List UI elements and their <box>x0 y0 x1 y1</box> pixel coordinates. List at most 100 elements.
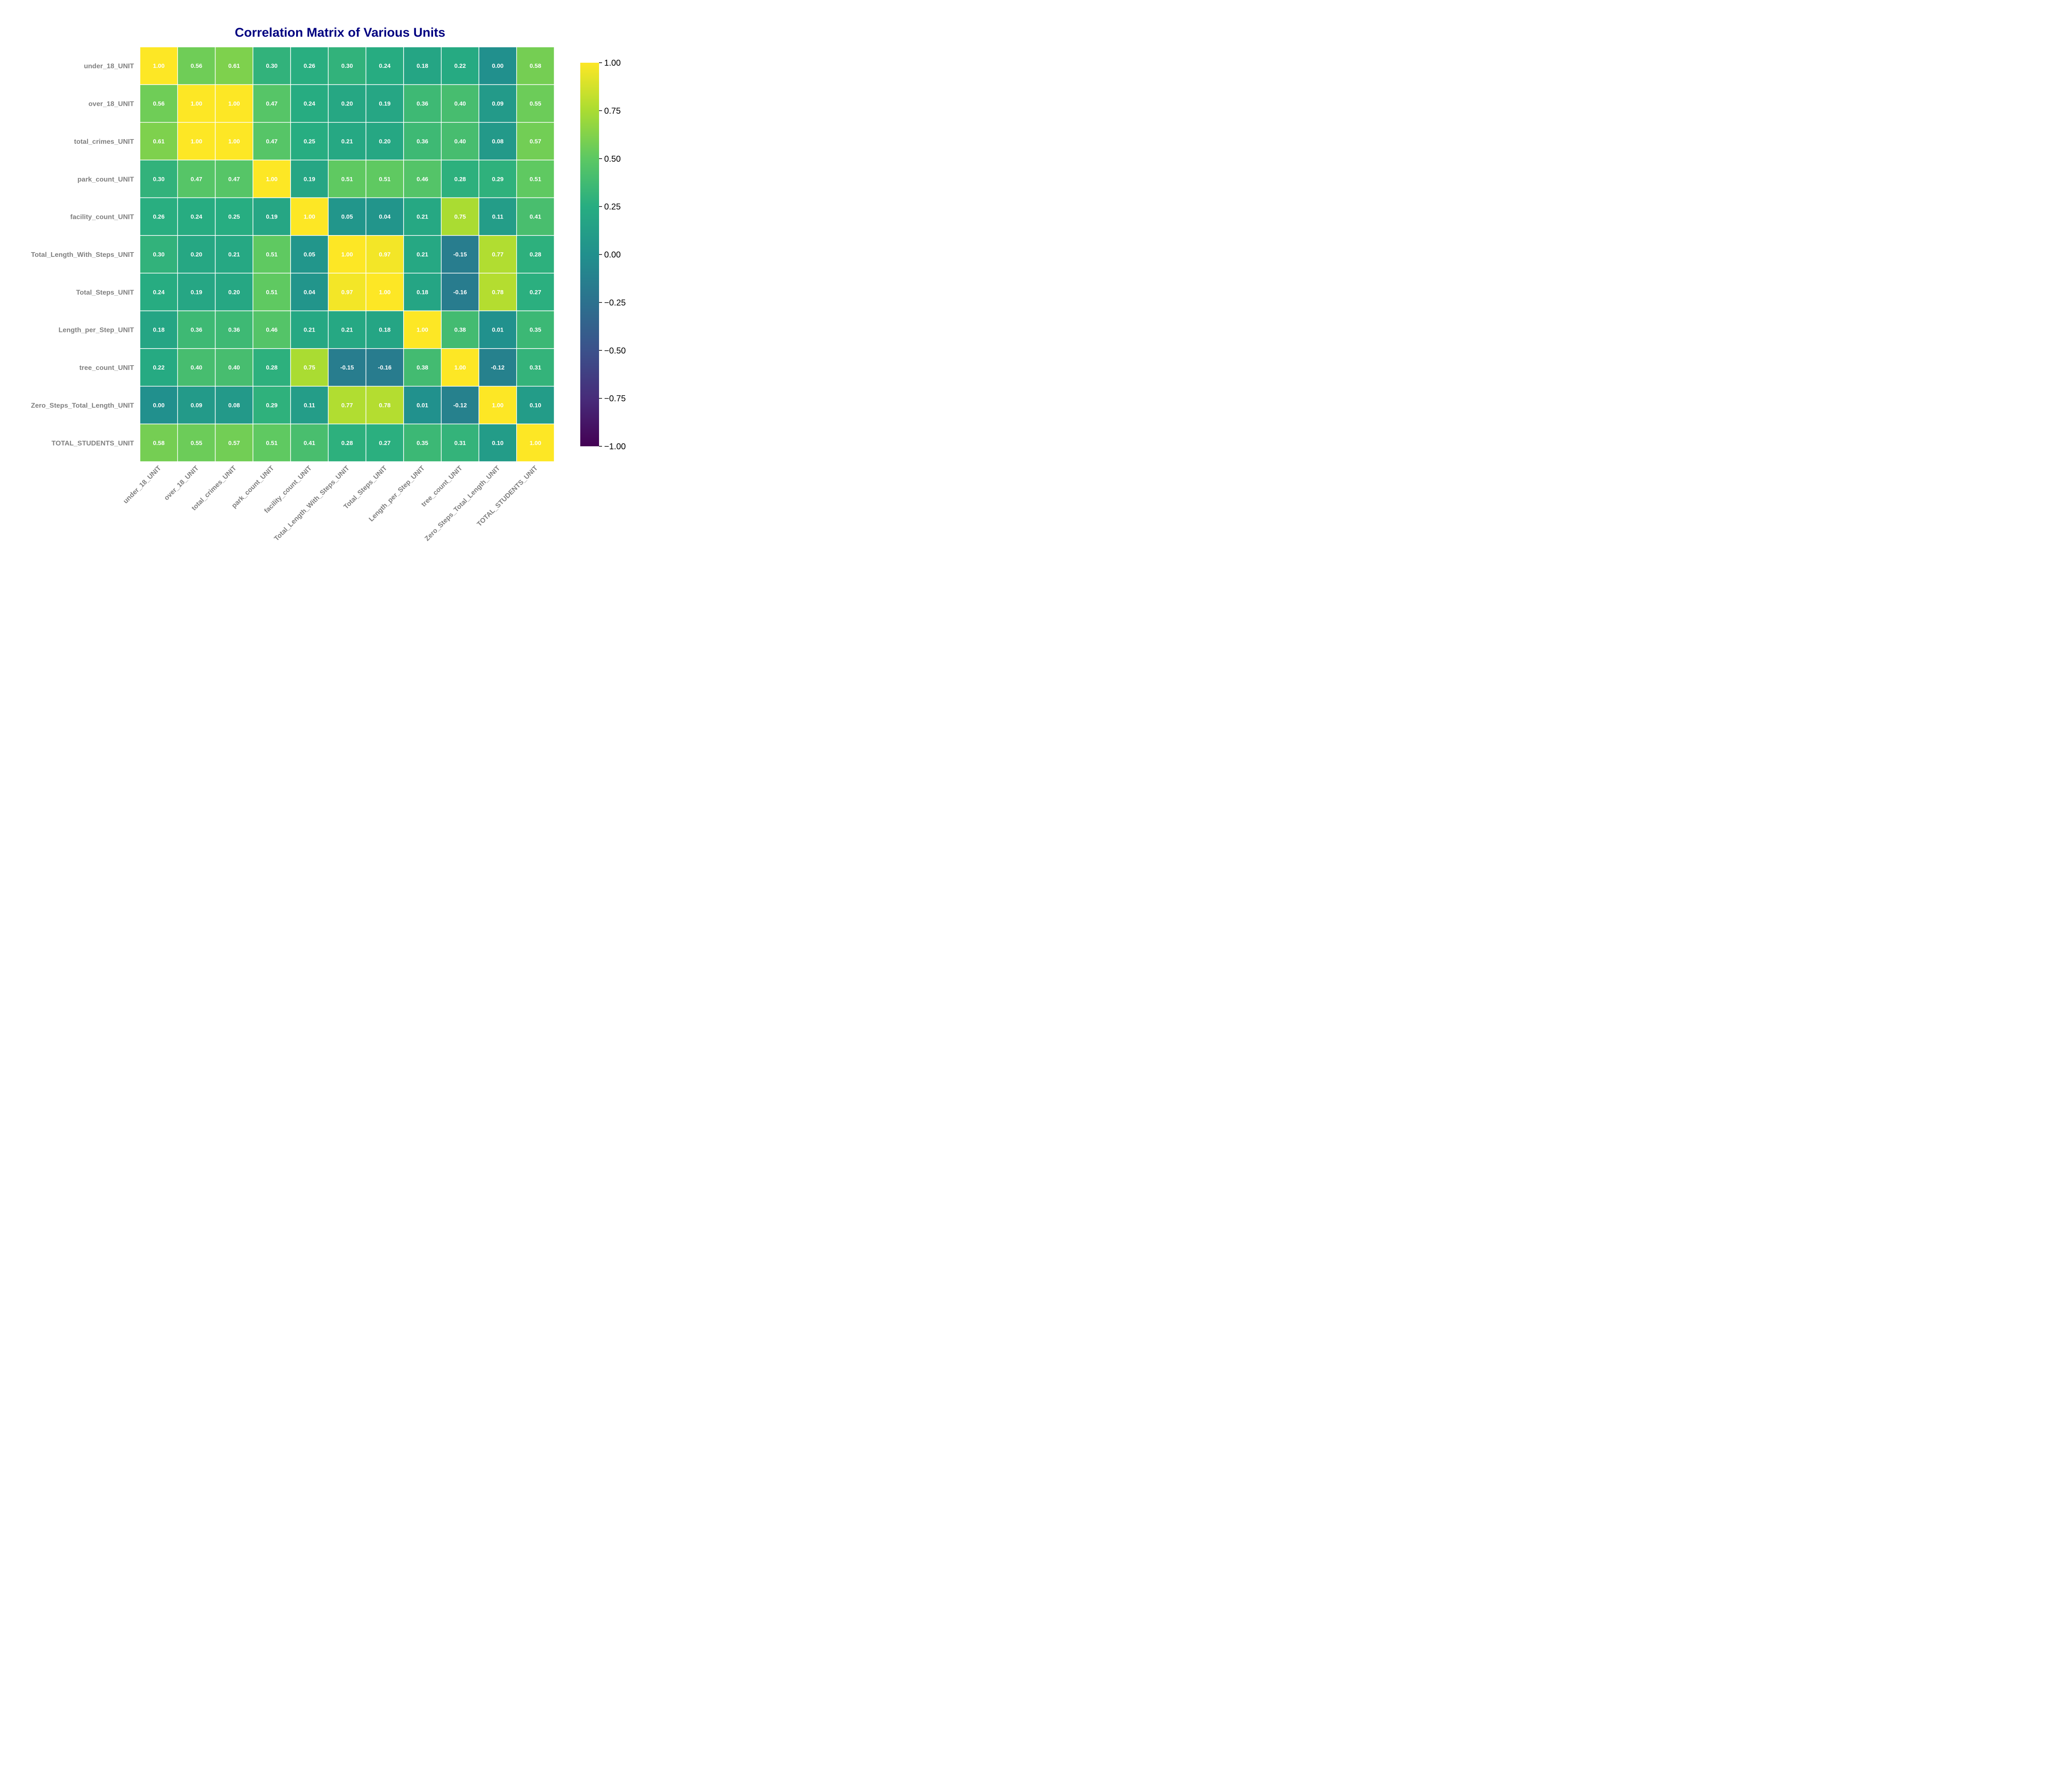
heatmap-cell-4-4 <box>290 197 329 236</box>
cell-annotations: 1.00 0.56 0.61 0.30 0.26 0.30 0.24 0.18 0.22 0.00… <box>153 62 541 446</box>
heatmap-cell-8-6 <box>365 348 404 387</box>
cell-value-5-2: 0.21 <box>228 251 240 258</box>
heatmap-cell-1-4 <box>290 84 329 123</box>
cell-value-7-5: 0.21 <box>341 326 353 333</box>
heatmap-cell-5-0 <box>140 235 178 273</box>
y-tick-label: Total_Steps_UNIT <box>76 289 134 296</box>
heatmap-cell-5-5 <box>328 235 367 273</box>
heatmap-cell-0-10 <box>516 47 555 85</box>
heatmap-cells <box>140 47 555 462</box>
cell-value-8-0: 0.22 <box>153 364 165 371</box>
cell-value-9-6: 0.78 <box>379 401 390 408</box>
heatmap-cell-9-8 <box>441 386 480 425</box>
heatmap-cell-6-9 <box>478 273 517 311</box>
heatmap-cell-6-2 <box>215 273 253 311</box>
heatmap-cell-4-0 <box>140 197 178 236</box>
cell-value-9-0: 0.00 <box>153 401 165 408</box>
cell-value-7-1: 0.36 <box>191 326 202 333</box>
cell-value-4-10: 0.41 <box>529 213 541 220</box>
heatmap-cell-0-5 <box>328 47 367 85</box>
cell-value-10-8: 0.31 <box>454 439 466 446</box>
colorbar-tick-label: −1.00 <box>604 442 626 451</box>
heatmap-cell-2-8 <box>441 122 480 160</box>
colorbar-tick-label: 0.25 <box>604 202 621 212</box>
x-tick-label: Zero_Steps_Total_Length_UNIT <box>424 465 502 543</box>
cell-value-2-1: 1.00 <box>191 138 202 145</box>
heatmap-cell-4-5 <box>328 197 367 236</box>
cell-value-9-8: -0.12 <box>453 401 467 408</box>
cell-value-2-2: 1.00 <box>228 138 240 145</box>
heatmap-cell-7-0 <box>140 310 178 349</box>
heatmap-cell-6-10 <box>516 273 555 311</box>
cell-value-9-3: 0.29 <box>266 401 277 408</box>
heatmap-cell-6-6 <box>365 273 404 311</box>
cell-value-5-4: 0.05 <box>304 251 315 258</box>
cell-value-8-9: -0.12 <box>491 364 505 371</box>
cell-value-3-10: 0.51 <box>529 175 541 182</box>
heatmap-cell-3-10 <box>516 160 555 198</box>
heatmap-chart: Correlation Matrix of Various Units 1.00… <box>31 26 626 543</box>
heatmap-cell-7-6 <box>365 310 404 349</box>
heatmap-cell-5-3 <box>253 235 291 273</box>
cell-value-4-5: 0.05 <box>341 213 353 220</box>
colorbar-tick-label: 0.00 <box>604 250 621 260</box>
colorbar-tick-label: −0.50 <box>604 346 626 355</box>
colorbar-tick-label: 1.00 <box>604 58 621 68</box>
cell-value-5-1: 0.20 <box>191 251 202 258</box>
heatmap-cell-7-5 <box>328 310 367 349</box>
heatmap-cell-6-0 <box>140 273 178 311</box>
cell-value-8-1: 0.40 <box>191 364 202 371</box>
cell-value-10-0: 0.58 <box>153 439 165 446</box>
heatmap-cell-1-0 <box>140 84 178 123</box>
heatmap-cell-1-10 <box>516 84 555 123</box>
colorbar-tick-label: 0.75 <box>604 106 621 116</box>
heatmap-cell-4-9 <box>478 197 517 236</box>
cell-value-8-8: 1.00 <box>454 364 466 371</box>
heatmap-cell-6-7 <box>403 273 442 311</box>
cell-value-0-9: 0.00 <box>492 62 503 69</box>
cell-value-2-7: 0.36 <box>416 138 428 145</box>
cell-value-2-4: 0.25 <box>304 138 315 145</box>
cell-value-4-7: 0.21 <box>416 213 428 220</box>
cell-value-3-2: 0.47 <box>228 175 240 182</box>
cell-value-10-2: 0.57 <box>228 439 240 446</box>
cell-value-9-1: 0.09 <box>191 401 202 408</box>
cell-value-5-10: 0.28 <box>529 251 541 258</box>
y-tick-labels: under_18_UNIT over_18_UNIT total_crimes_UN… <box>31 63 134 447</box>
cell-value-10-10: 1.00 <box>529 439 541 446</box>
cell-value-4-1: 0.24 <box>191 213 202 220</box>
cell-value-1-10: 0.55 <box>529 100 541 107</box>
cell-value-6-3: 0.51 <box>266 288 277 295</box>
cell-value-1-2: 1.00 <box>228 100 240 107</box>
cell-value-6-4: 0.04 <box>304 288 315 295</box>
heatmap-cell-6-3 <box>253 273 291 311</box>
cell-value-0-3: 0.30 <box>266 62 277 69</box>
heatmap-cell-2-6 <box>365 122 404 160</box>
cell-value-1-5: 0.20 <box>341 100 353 107</box>
cell-value-0-10: 0.58 <box>529 62 541 69</box>
heatmap-cell-8-9 <box>478 348 517 387</box>
cell-value-3-6: 0.51 <box>379 175 390 182</box>
cell-value-3-5: 0.51 <box>341 175 353 182</box>
cell-value-7-2: 0.36 <box>228 326 240 333</box>
heatmap-cell-2-0 <box>140 122 178 160</box>
heatmap-cell-0-2 <box>215 47 253 85</box>
cell-value-4-4: 1.00 <box>304 213 315 220</box>
heatmap-cell-2-4 <box>290 122 329 160</box>
cell-value-3-3: 1.00 <box>266 175 277 182</box>
x-tick-label: under_18_UNIT <box>122 465 163 505</box>
cell-value-2-8: 0.40 <box>454 138 466 145</box>
colorbar-gradient <box>580 63 599 446</box>
cell-value-2-3: 0.47 <box>266 138 277 145</box>
heatmap-cell-7-7 <box>403 310 442 349</box>
cell-value-5-0: 0.30 <box>153 251 165 258</box>
cell-value-10-5: 0.28 <box>341 439 353 446</box>
cell-value-6-7: 0.18 <box>416 288 428 295</box>
heatmap-cell-3-6 <box>365 160 404 198</box>
cell-value-8-4: 0.75 <box>304 364 315 371</box>
heatmap-cell-1-9 <box>478 84 517 123</box>
heatmap-cell-3-9 <box>478 160 517 198</box>
x-tick-label: Total_Length_With_Steps_UNIT <box>273 465 351 543</box>
cell-value-4-6: 0.04 <box>379 213 390 220</box>
cell-value-5-3: 0.51 <box>266 251 277 258</box>
